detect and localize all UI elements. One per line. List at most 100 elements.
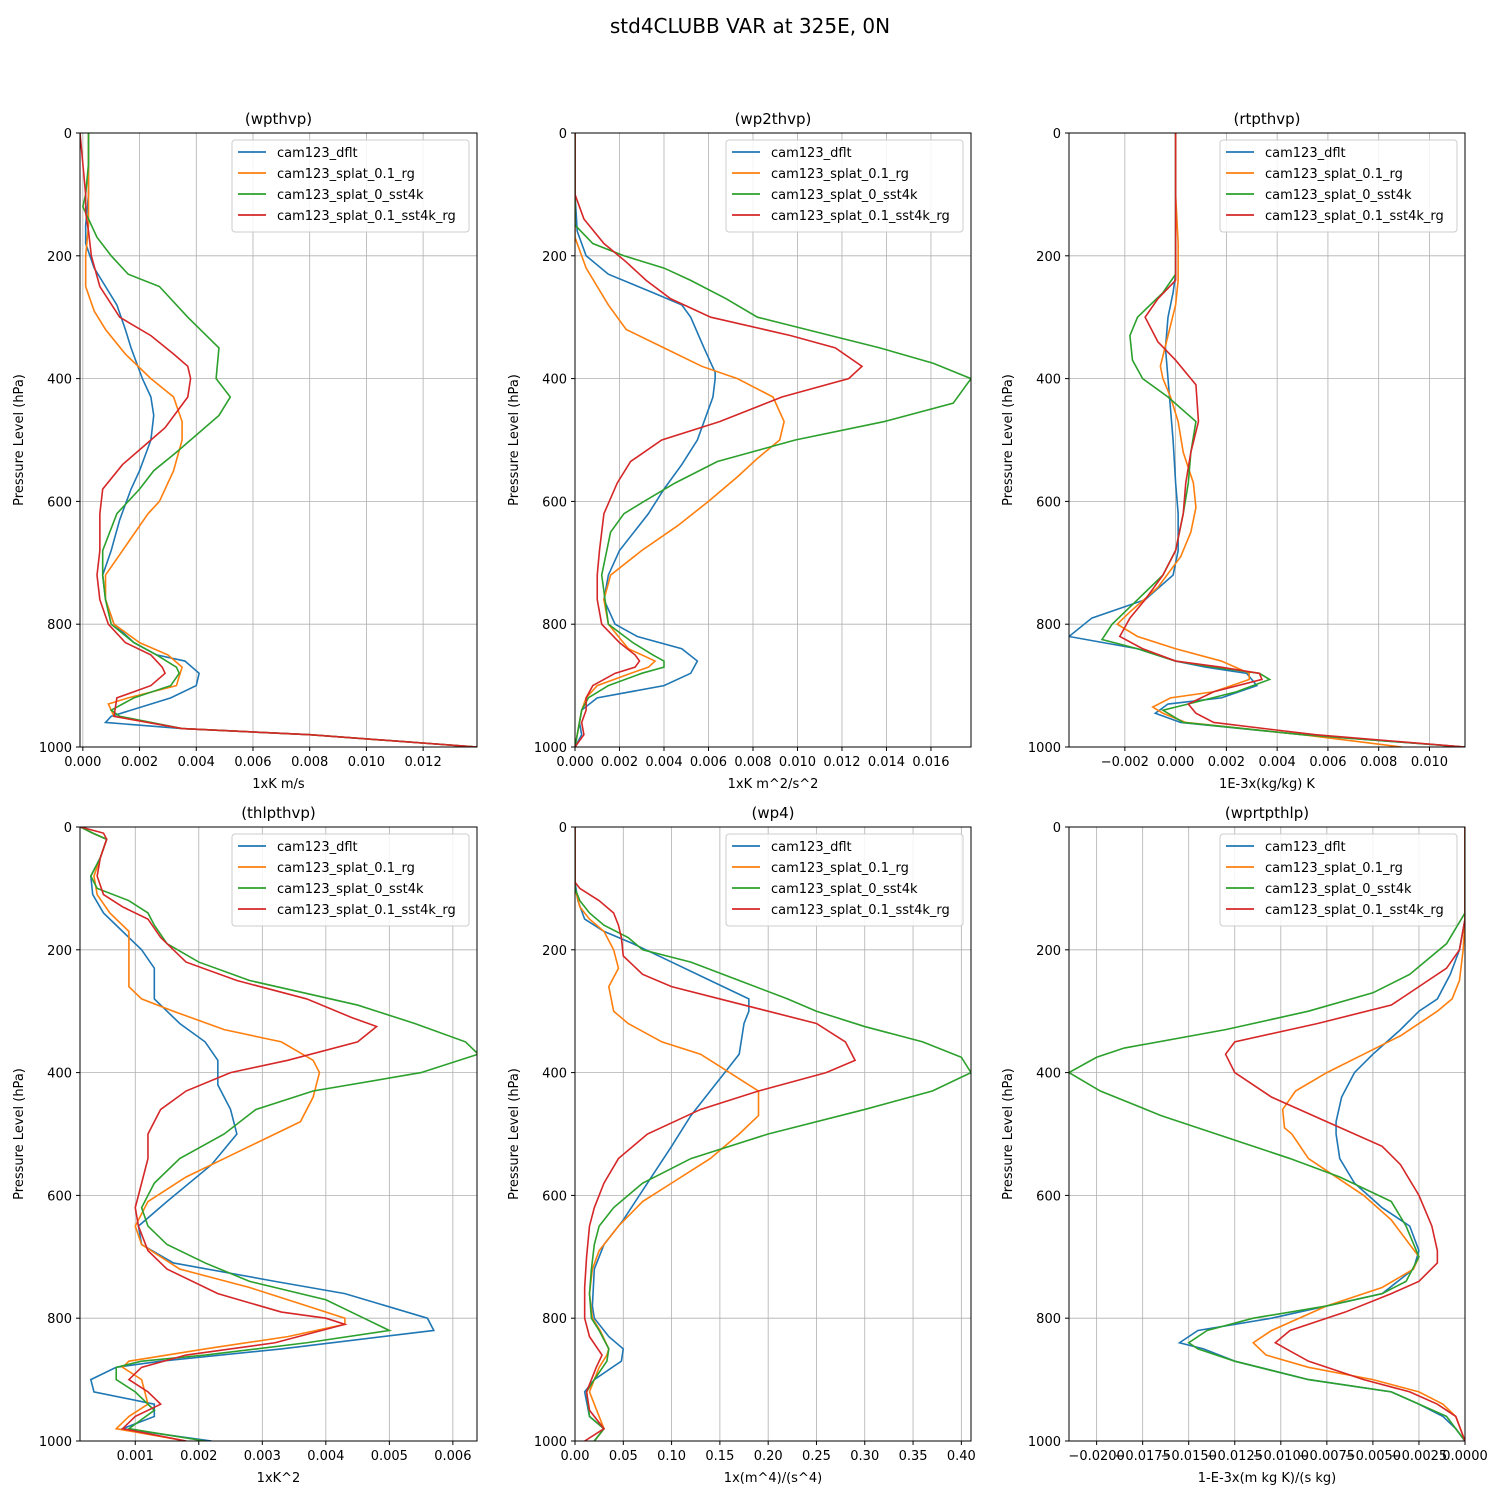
- x-axis-label: 1E-3x(kg/kg) K: [1219, 777, 1315, 792]
- panel-wpthvp: 0.000 0.002 0.004 0.006 0.008 0.010 0.012 0 200 4…: [12, 110, 478, 792]
- panel-wprtpthlp: −0.0200−0.0175−0.0150−0.0125−0.0100−0.00…: [1001, 804, 1488, 1486]
- x-tick-label: 0.016: [912, 755, 949, 770]
- legend-label: cam123_splat_0.1_sst4k_rg: [277, 903, 456, 918]
- x-tick-label: 0.40: [947, 1449, 976, 1464]
- x-axis-label: 1xK m/s: [252, 777, 305, 792]
- legend-label: cam123_dflt: [277, 146, 358, 161]
- legend-label: cam123_splat_0.1_rg: [771, 167, 909, 182]
- legend-label: cam123_dflt: [277, 840, 358, 855]
- y-tick-label: 200: [542, 944, 567, 959]
- x-tick-label: 0.000: [1157, 755, 1194, 770]
- legend-label: cam123_splat_0_sst4k: [771, 188, 918, 203]
- x-tick-label: 0.000: [64, 755, 101, 770]
- x-axis-label: 1x(m^4)/(s^4): [724, 1471, 822, 1486]
- series-line-cam123_splat_0.1_rg: [80, 827, 346, 1441]
- x-tick-label: 0.012: [823, 755, 860, 770]
- x-tick-label: 0.008: [291, 755, 328, 770]
- x-tick-label: 0.00: [561, 1449, 590, 1464]
- legend-label: cam123_splat_0.1_sst4k_rg: [771, 903, 950, 918]
- x-tick-label: 0.002: [1208, 755, 1245, 770]
- x-tick-label: −0.0175: [1114, 1449, 1170, 1464]
- y-axis-label: Pressure Level (hPa): [507, 374, 522, 506]
- legend-frame: [725, 833, 964, 927]
- legend-label: cam123_splat_0.1_sst4k_rg: [1265, 209, 1444, 224]
- legend-label: cam123_splat_0.1_rg: [1265, 167, 1403, 182]
- x-tick-label: −0.002: [1101, 755, 1149, 770]
- x-tick-label: −0.0125: [1207, 1449, 1263, 1464]
- x-tick-label: 0.15: [705, 1449, 734, 1464]
- y-axis-label: Pressure Level (hPa): [1001, 1068, 1016, 1200]
- series-line-cam123_splat_0.1_sst4k_rg: [1224, 827, 1465, 1441]
- series-line-cam123_splat_0_sst4k: [575, 827, 971, 1441]
- y-tick-label: 600: [47, 495, 72, 510]
- x-axis-label: 1-E-3x(m kg K)/(s kg): [1198, 1471, 1336, 1486]
- y-tick-label: 0: [64, 821, 72, 836]
- axes-frame: [1068, 132, 1466, 748]
- x-tick-label: −0.0075: [1299, 1449, 1355, 1464]
- legend-label: cam123_dflt: [1265, 840, 1346, 855]
- panel-title: (wprtpthlp): [1225, 804, 1309, 822]
- y-tick-label: 400: [542, 1067, 567, 1082]
- panel-title: (wpthvp): [245, 110, 312, 128]
- legend-label: cam123_dflt: [1265, 146, 1346, 161]
- x-tick-label: 0.0000: [1442, 1449, 1488, 1464]
- x-tick-label: 0.010: [1411, 755, 1448, 770]
- panel-title: (rtpthvp): [1233, 110, 1300, 128]
- series-line-cam123_dflt: [575, 827, 750, 1441]
- x-tick-label: 0.30: [850, 1449, 879, 1464]
- legend-frame: [1219, 833, 1458, 927]
- x-tick-label: −0.0050: [1345, 1449, 1401, 1464]
- x-tick-label: 0.012: [405, 755, 442, 770]
- y-tick-label: 1000: [39, 1435, 72, 1450]
- series-line-cam123_splat_0.1_sst4k_rg: [80, 133, 477, 747]
- x-tick-label: 0.003: [244, 1449, 281, 1464]
- x-tick-label: 0.006: [434, 1449, 471, 1464]
- y-tick-label: 400: [1036, 373, 1061, 388]
- x-tick-label: 0.25: [802, 1449, 831, 1464]
- axes-frame: [574, 826, 972, 1442]
- y-tick-label: 400: [47, 373, 72, 388]
- y-tick-label: 1000: [1028, 741, 1061, 756]
- y-tick-label: 800: [542, 1312, 567, 1327]
- y-tick-label: 1000: [534, 1435, 567, 1450]
- legend-label: cam123_splat_0_sst4k: [771, 882, 918, 897]
- x-axis-label: 1xK^2: [257, 1471, 301, 1486]
- legend-label: cam123_splat_0.1_sst4k_rg: [277, 209, 456, 224]
- x-tick-label: 0.010: [348, 755, 385, 770]
- y-tick-label: 800: [1036, 1312, 1061, 1327]
- series-line-cam123_splat_0.1_rg: [84, 133, 477, 747]
- panel-title: (wp2thvp): [735, 110, 812, 128]
- y-axis-label: Pressure Level (hPa): [12, 1068, 27, 1200]
- x-axis-label: 1xK m^2/s^2: [728, 777, 819, 792]
- y-tick-label: 200: [1036, 944, 1061, 959]
- x-tick-label: 0.004: [178, 755, 215, 770]
- x-tick-label: 0.010: [779, 755, 816, 770]
- y-tick-label: 400: [47, 1067, 72, 1082]
- series-line-cam123_dflt: [80, 827, 436, 1441]
- figure-title: std4CLUBB VAR at 325E, 0N: [609, 14, 891, 38]
- y-axis-label: Pressure Level (hPa): [507, 1068, 522, 1200]
- x-tick-label: 0.002: [121, 755, 158, 770]
- series-line-cam123_splat_0.1_sst4k_rg: [80, 827, 379, 1441]
- axes-frame: [574, 132, 972, 748]
- axes-frame: [79, 132, 478, 748]
- y-tick-label: 600: [1036, 1189, 1061, 1204]
- axes-frame: [1068, 826, 1466, 1442]
- x-tick-label: 0.002: [601, 755, 638, 770]
- panel-title: (thlpthvp): [241, 804, 316, 822]
- legend-frame: [231, 139, 470, 233]
- legend-label: cam123_splat_0_sst4k: [277, 882, 424, 897]
- x-tick-label: 0.000: [556, 755, 593, 770]
- x-tick-label: 0.001: [117, 1449, 154, 1464]
- legend-label: cam123_dflt: [771, 840, 852, 855]
- x-tick-label: 0.008: [1360, 755, 1397, 770]
- x-tick-label: 0.014: [868, 755, 905, 770]
- series-line-cam123_dflt: [575, 133, 716, 747]
- x-tick-label: −0.0025: [1391, 1449, 1447, 1464]
- y-tick-label: 1000: [1028, 1435, 1061, 1450]
- legend: cam123_dflt cam123_splat_0.1_rg cam123_spl…: [725, 139, 964, 233]
- x-tick-label: 0.35: [899, 1449, 928, 1464]
- x-tick-label: 0.05: [609, 1449, 638, 1464]
- legend: cam123_dflt cam123_splat_0.1_rg cam123_spl…: [1219, 139, 1458, 233]
